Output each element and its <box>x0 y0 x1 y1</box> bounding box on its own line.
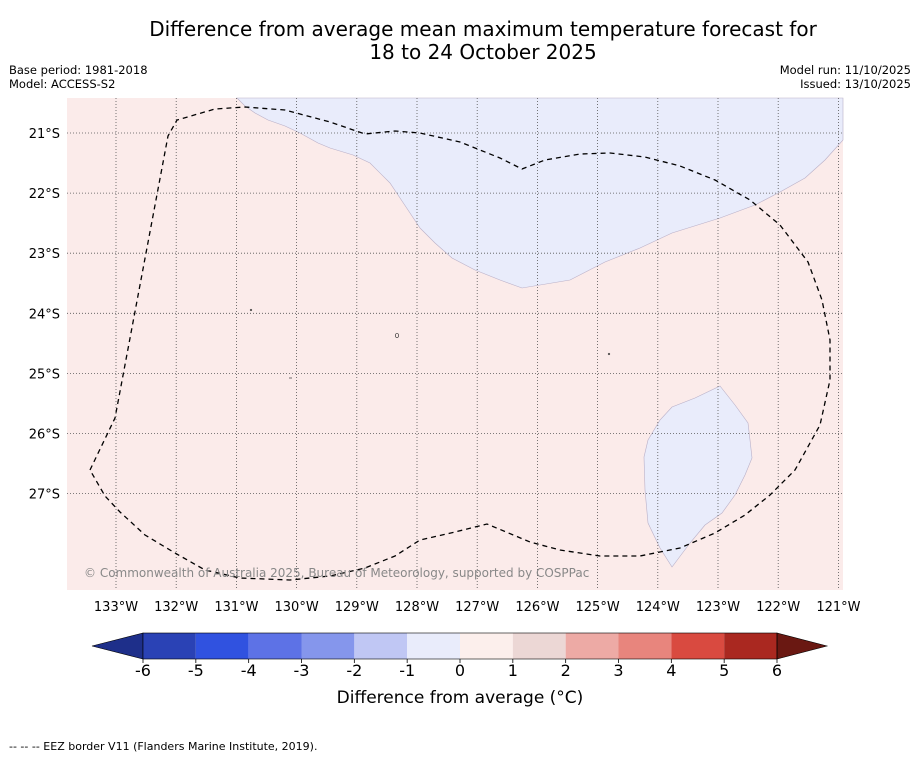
colorbar-title: Difference from average (°C) <box>336 688 584 708</box>
colorbar-tick-label: 6 <box>772 661 782 680</box>
longitude-label: 123°W <box>696 600 740 615</box>
base-period: Base period: 1981-2018 <box>9 63 148 77</box>
colorbar-segment <box>671 633 725 659</box>
longitude-label: 129°W <box>335 600 379 615</box>
colorbar-tick-label: -4 <box>241 661 257 680</box>
colorbar <box>91 632 829 660</box>
colorbar-segment <box>724 633 777 659</box>
islands <box>249 308 611 379</box>
colorbar-ticks: -6 -5 -4 -3 -2 -1 0 1 2 3 4 5 6 <box>135 659 782 680</box>
longitude-label: 127°W <box>455 600 499 615</box>
issued-date: Issued: 13/10/2025 <box>800 77 911 91</box>
latitude-label: 21°S <box>29 127 60 142</box>
colorbar-segment <box>354 633 408 659</box>
colorbar-tick-label: -1 <box>399 661 415 680</box>
latitude-label: 25°S <box>29 367 60 382</box>
colorbar-segment <box>512 633 566 659</box>
colorbar-tick-label: -2 <box>346 661 362 680</box>
colorbar-extend-low <box>91 632 144 660</box>
colorbar-segment <box>195 633 249 659</box>
colorbar-segment <box>301 633 355 659</box>
copyright-text: © Commonwealth of Australia 2025, Bureau… <box>84 566 589 580</box>
colorbar-extend-high <box>776 632 829 660</box>
longitude-label: 121°W <box>816 600 860 615</box>
colorbar-segment <box>460 633 513 659</box>
title-line-2: 18 to 24 October 2025 <box>369 40 597 64</box>
colorbar-tick-label: -3 <box>294 661 310 680</box>
longitude-label: 126°W <box>515 600 559 615</box>
cool-anomaly-region-north <box>236 97 844 289</box>
latitude-label: 26°S <box>29 428 60 443</box>
longitude-label: 128°W <box>395 600 439 615</box>
gridlines <box>67 98 843 590</box>
colorbar-segment <box>565 633 619 659</box>
longitude-label: 131°W <box>214 600 258 615</box>
colorbar-segment <box>407 633 460 659</box>
map-title: Difference from average mean maximum tem… <box>0 18 919 64</box>
eez-border <box>89 106 831 581</box>
colorbar-segment <box>618 633 672 659</box>
latitude-label: 22°S <box>29 187 60 202</box>
latitude-label: 27°S <box>29 488 60 503</box>
meta-left: Base period: 1981-2018 Model: ACCESS-S2 <box>9 63 148 91</box>
longitude-label: 132°W <box>154 600 198 615</box>
colorbar-tick-label: 2 <box>561 661 571 680</box>
model-run: Model run: 11/10/2025 <box>779 63 911 77</box>
longitude-label: 125°W <box>576 600 620 615</box>
colorbar-segment <box>248 633 302 659</box>
longitude-label: 124°W <box>636 600 680 615</box>
longitude-labels: 133°W 132°W 131°W 130°W 129°W 128°W 127°W 126°W… <box>94 600 861 615</box>
island-1 <box>249 308 253 312</box>
model-name: Model: ACCESS-S2 <box>9 77 116 91</box>
colorbar-tick-label: -6 <box>135 661 151 680</box>
latitude-label: 23°S <box>29 247 60 262</box>
island-3 <box>607 352 611 356</box>
longitude-label: 122°W <box>756 600 800 615</box>
latitude-labels: 21°S 22°S 23°S 24°S 25°S 26°S 27°S <box>29 127 60 503</box>
eez-legend-note: -- -- -- EEZ border V11 (Flanders Marine… <box>9 740 318 753</box>
longitude-label: 133°W <box>94 600 138 615</box>
colorbar-tick-label: 1 <box>508 661 518 680</box>
meta-right: Model run: 11/10/2025 Issued: 13/10/2025 <box>780 63 911 91</box>
colorbar-tick-label: 5 <box>719 661 729 680</box>
longitude-label: 130°W <box>275 600 319 615</box>
colorbar-tick-label: 3 <box>613 661 623 680</box>
latitude-label: 24°S <box>29 307 60 322</box>
title-line-1: Difference from average mean maximum tem… <box>149 17 817 41</box>
colorbar-tick-label: 4 <box>666 661 676 680</box>
colorbar-tick-label: 0 <box>455 661 465 680</box>
colorbar-segment <box>143 633 196 659</box>
island-2 <box>395 332 399 339</box>
colorbar-tick-label: -5 <box>188 661 204 680</box>
cool-anomaly-region-south <box>643 385 753 568</box>
